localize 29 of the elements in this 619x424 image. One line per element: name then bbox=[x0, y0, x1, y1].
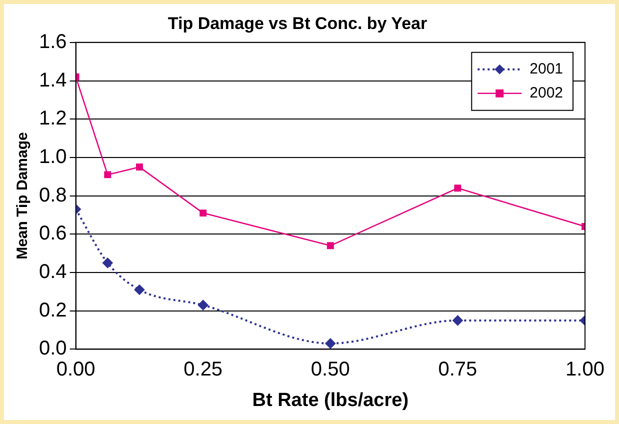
y-tick-label: 1.6 bbox=[38, 30, 67, 53]
point bbox=[104, 171, 112, 178]
x-tick-label: 0.25 bbox=[184, 358, 223, 381]
legend-label: 2001 bbox=[530, 60, 564, 78]
point bbox=[200, 210, 207, 217]
point bbox=[136, 164, 143, 171]
y-tick-label: 0.4 bbox=[38, 261, 67, 284]
chart-title: Tip Damage vs Bt Conc. by Year bbox=[168, 14, 428, 33]
y-axis-title: Mean Tip Damage bbox=[14, 132, 32, 260]
x-tick-label: 0.00 bbox=[56, 358, 96, 381]
y-tick-label: 0.2 bbox=[38, 299, 67, 322]
y-tick-label: 1.2 bbox=[38, 108, 67, 130]
x-tick-label: 1.00 bbox=[566, 358, 604, 381]
y-tick-label: 0.0 bbox=[38, 338, 67, 360]
legend-label: 2002 bbox=[530, 84, 564, 102]
point bbox=[326, 242, 334, 250]
y-tick-label: 0.8 bbox=[38, 184, 67, 206]
point bbox=[198, 300, 208, 310]
point bbox=[102, 258, 113, 268]
x-tick-label: 0.75 bbox=[438, 358, 478, 381]
y-tick-label: 1.4 bbox=[38, 69, 67, 92]
point bbox=[454, 184, 462, 192]
point bbox=[134, 284, 144, 295]
y-tick-label: 0.6 bbox=[38, 222, 67, 245]
y-tick-label: 1.0 bbox=[38, 146, 67, 168]
point bbox=[452, 315, 463, 326]
x-tick-label: 0.50 bbox=[310, 358, 350, 381]
x-axis-title: Bt Rate (lbs/acre) bbox=[252, 390, 409, 411]
point bbox=[325, 338, 336, 348]
